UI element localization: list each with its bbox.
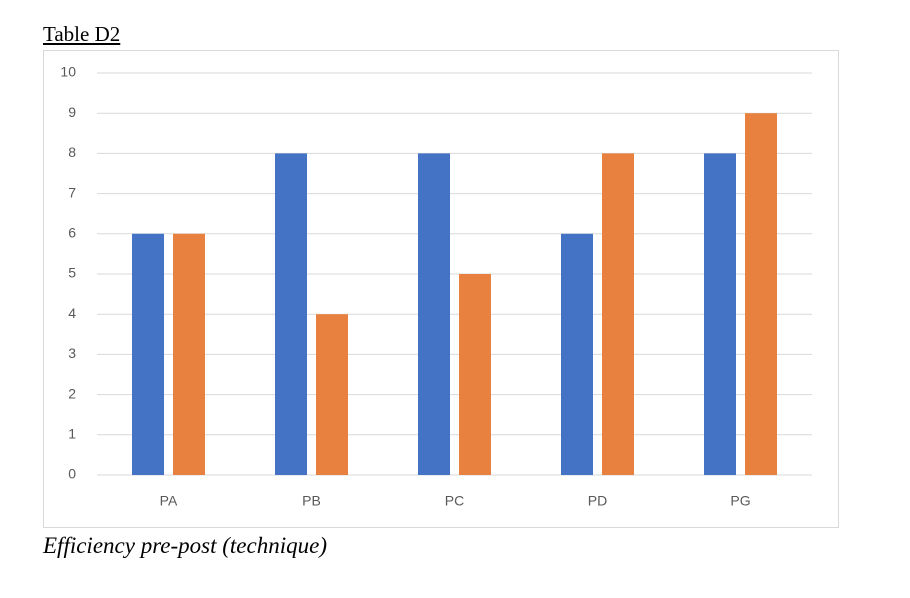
bar [316, 314, 348, 475]
caption: Efficiency pre-post (technique) [43, 533, 327, 558]
y-tick-label: 3 [68, 345, 76, 361]
bar [602, 153, 634, 475]
y-tick-label: 4 [68, 305, 76, 321]
bar [561, 233, 593, 475]
bar [418, 153, 450, 475]
bar [459, 274, 491, 475]
table-heading: Table D2 [43, 22, 121, 46]
x-tick-label: PC [445, 493, 464, 509]
y-tick-label: 5 [68, 265, 76, 281]
bar [704, 153, 736, 475]
y-tick-label: 2 [68, 385, 76, 401]
bar [173, 233, 205, 475]
y-tick-label: 9 [68, 104, 76, 120]
y-tick-label: 10 [60, 64, 76, 80]
x-tick-label: PG [730, 493, 750, 509]
y-tick-label: 7 [68, 184, 76, 200]
y-tick-label: 8 [68, 144, 76, 160]
x-tick-label: PA [160, 493, 178, 509]
y-tick-label: 0 [68, 466, 76, 482]
bar [275, 153, 307, 475]
bar [745, 113, 777, 475]
x-tick-label: PD [588, 493, 607, 509]
y-tick-label: 6 [68, 225, 76, 241]
bar [132, 233, 164, 475]
y-tick-label: 1 [68, 426, 76, 442]
x-tick-label: PB [302, 493, 321, 509]
